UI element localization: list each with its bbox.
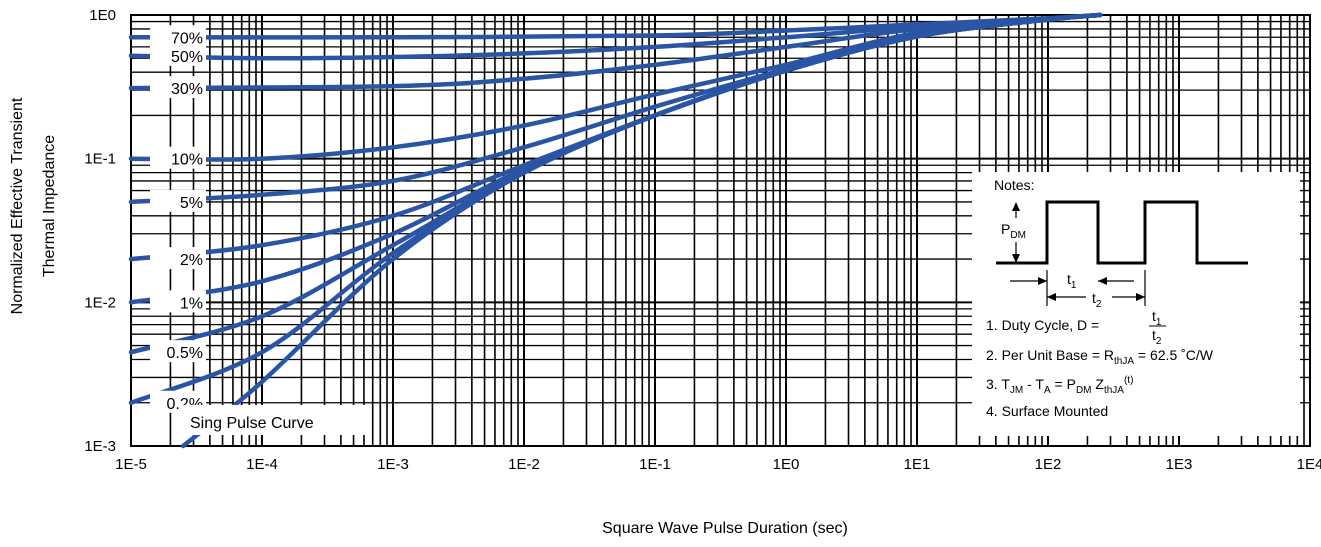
curve-label: 10%: [171, 152, 203, 169]
curve-label: 0.5%: [167, 345, 203, 362]
curve-label: Sing Pulse Curve: [190, 415, 314, 432]
curve-label-bg: [150, 76, 206, 99]
curve-label-bg: [150, 25, 206, 48]
y-tick-label: 1E-2: [84, 294, 116, 311]
pdm-arrow-down: [1012, 254, 1020, 263]
curve-label: 5%: [180, 195, 203, 212]
x-axis-title: Square Wave Pulse Duration (sec): [602, 520, 848, 537]
curve-label-bg: [150, 247, 206, 270]
y-tick-label: 1E-3: [84, 438, 116, 455]
pdm-label-bg: [999, 218, 1039, 242]
curve-sing-pulse-curve: [180, 12, 1103, 449]
y-axis-title-line2: Thermal Impedance: [41, 135, 58, 277]
pdm-label: PDM: [1001, 221, 1026, 241]
y-axis-title-line1: Normalized Effective Transient: [9, 97, 26, 314]
x-tick-label: 1E2: [1035, 456, 1062, 473]
curve-label-bg: [180, 405, 366, 435]
t1-arrow-head: [1038, 277, 1047, 285]
y-tick-label: 1E0: [89, 7, 116, 24]
curve-label-bg: [150, 146, 206, 169]
curve-label: 2%: [180, 252, 203, 269]
pulse-waveform: [996, 200, 1248, 265]
x-tick-label: 1E0: [773, 456, 800, 473]
duty-numerator: t1: [1152, 308, 1162, 328]
curve-label-bg: [150, 43, 206, 66]
x-tick-label: 1E-3: [377, 456, 409, 473]
curve-label-bg: [150, 340, 206, 363]
x-tick-label: 1E-4: [246, 456, 278, 473]
notes-background: [972, 172, 1300, 436]
note-temperature: 3. TJM - TA = PDM ZthJA(t): [986, 375, 1133, 396]
t2-label-bg: [1086, 288, 1112, 308]
x-tick-label: 1E4: [1297, 456, 1321, 473]
x-tick-label: 1E-2: [508, 456, 540, 473]
plot-frame: [130, 14, 1311, 447]
x-tick-label: 1E3: [1166, 456, 1193, 473]
t2-arrow-left: [1047, 293, 1056, 301]
note-per-unit-base: 2. Per Unit Base = RthJA = 62.5 ˚C/W: [986, 347, 1214, 367]
t1-label: t1: [1067, 271, 1077, 291]
curve-label: 30%: [171, 81, 203, 98]
y-tick-labels: 1E0 1E-1 1E-2 1E-3: [84, 7, 116, 455]
x-tick-label: 1E-5: [115, 456, 147, 473]
t2-arrow-right: [1136, 293, 1145, 301]
curve-label-bg: [150, 290, 206, 313]
y-tick-label: 1E-1: [84, 151, 116, 168]
pdm-arrow-up: [1012, 202, 1020, 211]
notes-title: Notes:: [994, 177, 1034, 193]
x-tick-label: 1E1: [904, 456, 931, 473]
x-tick-label: 1E-1: [639, 456, 671, 473]
curve-label: 70%: [171, 30, 203, 47]
curve-labels: 70%50%30%10%5%2%1%0.5%0.2%Sing Pulse Cur…: [150, 25, 366, 435]
notes-box: Notes: PDM t1 t2 1. Duty Cycle, D = t1 t…: [972, 172, 1300, 436]
t1-end-arrow: [1098, 277, 1107, 285]
curve-label: 1%: [180, 295, 203, 312]
t2-label: t2: [1092, 290, 1102, 310]
x-tick-labels: 1E-5 1E-4 1E-3 1E-2 1E-1 1E0 1E1 1E2 1E3 1E4: [115, 456, 1321, 473]
note-duty-cycle: 1. Duty Cycle, D =: [986, 317, 1099, 333]
curve-label-bg: [150, 189, 206, 212]
curve-label: 50%: [171, 49, 203, 66]
curves: [128, 12, 1103, 449]
duty-denominator: t2: [1152, 327, 1162, 347]
note-surface-mounted: 4. Surface Mounted: [986, 403, 1108, 419]
